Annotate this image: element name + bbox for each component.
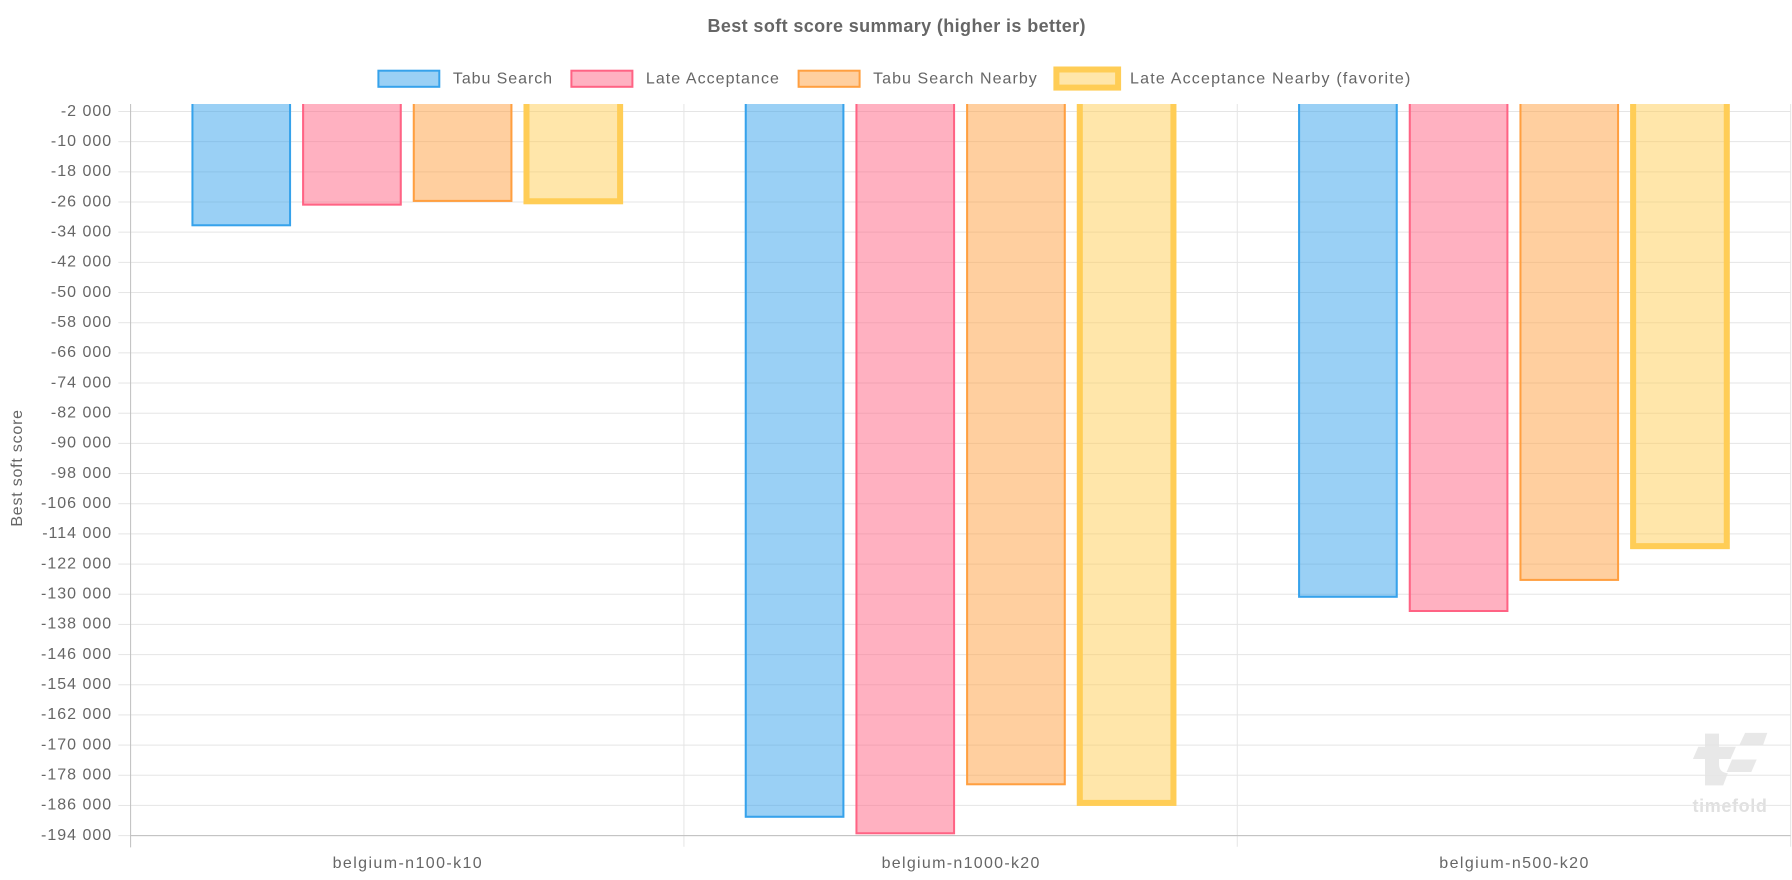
svg-text:-10 000: -10 000: [51, 133, 112, 150]
svg-text:-82 000: -82 000: [51, 405, 112, 422]
svg-text:-178 000: -178 000: [41, 767, 112, 784]
svg-text:-106 000: -106 000: [41, 495, 112, 512]
svg-text:-146 000: -146 000: [41, 646, 112, 663]
svg-text:-194 000: -194 000: [41, 827, 112, 844]
svg-text:-130 000: -130 000: [41, 586, 112, 603]
svg-text:-42 000: -42 000: [51, 254, 112, 271]
svg-text:-98 000: -98 000: [51, 465, 112, 482]
svg-text:-114 000: -114 000: [42, 525, 112, 542]
svg-text:-34 000: -34 000: [51, 223, 112, 240]
svg-text:-74 000: -74 000: [51, 374, 112, 391]
svg-text:-2 000: -2 000: [61, 103, 112, 120]
svg-text:Tabu Search: Tabu Search: [453, 71, 553, 88]
svg-text:-162 000: -162 000: [41, 706, 112, 723]
svg-text:Best soft score: Best soft score: [9, 409, 26, 527]
svg-text:-58 000: -58 000: [51, 314, 112, 331]
svg-text:belgium-n1000-k20: belgium-n1000-k20: [882, 855, 1041, 872]
svg-text:-138 000: -138 000: [41, 616, 112, 633]
svg-text:-66 000: -66 000: [51, 344, 112, 361]
svg-text:-90 000: -90 000: [51, 435, 112, 452]
svg-text:-170 000: -170 000: [41, 736, 112, 753]
svg-text:belgium-n100-k10: belgium-n100-k10: [333, 855, 483, 872]
svg-text:-154 000: -154 000: [41, 676, 112, 693]
svg-text:belgium-n500-k20: belgium-n500-k20: [1439, 855, 1589, 872]
svg-text:-186 000: -186 000: [41, 797, 112, 814]
svg-text:-26 000: -26 000: [51, 193, 112, 210]
svg-text:Best soft score summary (highe: Best soft score summary (higher is bette…: [707, 16, 1085, 36]
svg-text:Tabu Search Nearby: Tabu Search Nearby: [873, 71, 1038, 88]
svg-text:Late Acceptance: Late Acceptance: [646, 71, 780, 88]
svg-text:-50 000: -50 000: [51, 284, 112, 301]
svg-text:-122 000: -122 000: [41, 555, 112, 572]
svg-text:Late Acceptance Nearby (favori: Late Acceptance Nearby (favorite): [1130, 71, 1412, 88]
svg-text:-18 000: -18 000: [51, 163, 112, 180]
